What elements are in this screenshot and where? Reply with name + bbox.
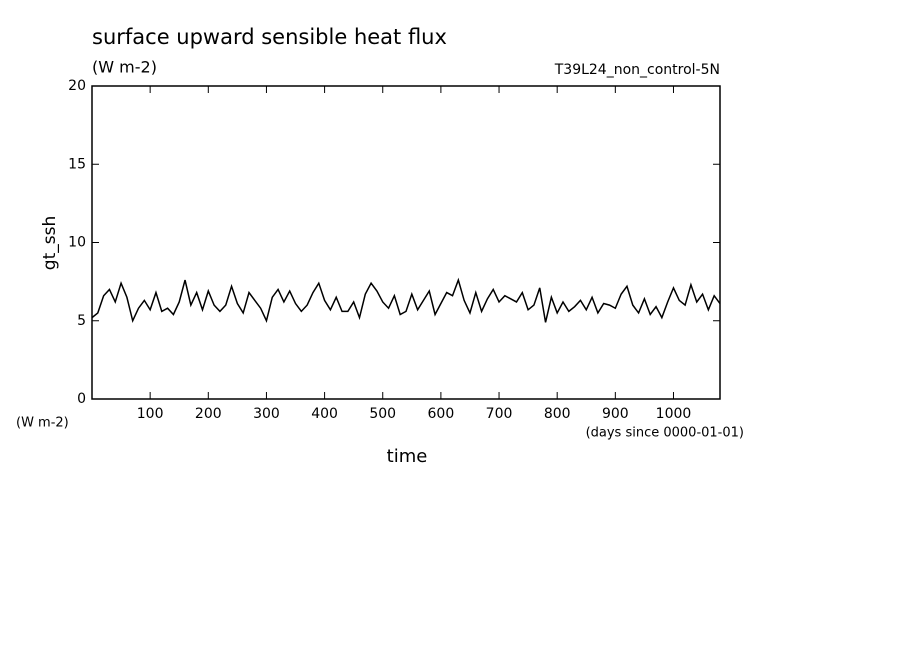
y-tick-label: 10 xyxy=(68,235,86,251)
chart-subtitle: (W m-2) xyxy=(92,58,157,77)
x-axis-label: time xyxy=(387,446,428,467)
x-tick-label: 300 xyxy=(253,406,280,422)
x-tick-label: 900 xyxy=(602,406,629,422)
x-tick-label: 100 xyxy=(137,406,164,422)
x-tick-label: 1000 xyxy=(656,406,692,422)
y-units: (W m-2) xyxy=(16,416,69,431)
y-tick-label: 15 xyxy=(68,156,86,172)
y-axis-label: gt_ssh xyxy=(40,216,60,270)
y-tick-label: 0 xyxy=(77,391,86,407)
x-tick-label: 800 xyxy=(544,406,571,422)
x-tick-label: 600 xyxy=(428,406,455,422)
x-tick-label: 200 xyxy=(195,406,222,422)
x-tick-label: 400 xyxy=(311,406,338,422)
x-tick-label: 700 xyxy=(486,406,513,422)
x-tick-label: 500 xyxy=(369,406,396,422)
data-line xyxy=(91,277,721,323)
y-tick-label: 5 xyxy=(77,313,86,329)
plot-frame xyxy=(91,85,721,400)
annotation: T39L24_non_control-5N xyxy=(554,62,720,78)
x-units: (days since 0000-01-01) xyxy=(586,426,744,441)
y-tick-label: 20 xyxy=(68,78,86,94)
chart-title: surface upward sensible heat flux xyxy=(92,25,447,49)
